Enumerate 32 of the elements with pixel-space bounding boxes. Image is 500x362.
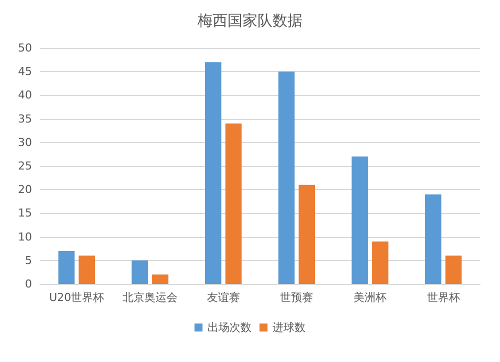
- x-tick-label: 世界杯: [426, 291, 460, 304]
- y-tick-label: 50: [18, 42, 32, 54]
- bar: [425, 194, 442, 284]
- bar: [352, 156, 368, 284]
- bar: [278, 72, 295, 284]
- y-tick-label: 30: [18, 136, 32, 149]
- x-tick-label: 北京奥运会: [122, 291, 178, 304]
- bar: [445, 256, 462, 284]
- x-tick-label: 世预赛: [280, 291, 314, 304]
- bar: [152, 274, 168, 284]
- y-tick-label: 25: [18, 160, 32, 172]
- bar: [298, 184, 315, 284]
- bar: [205, 62, 222, 284]
- y-tick-label: 0: [25, 278, 32, 290]
- bar: [78, 256, 95, 284]
- x-tick-label: U20世界杯: [49, 291, 104, 304]
- y-tick-label: 10: [18, 230, 32, 244]
- bar: [225, 124, 242, 284]
- y-tick-label: 20: [18, 183, 32, 196]
- y-tick-label: 15: [18, 206, 32, 220]
- y-tick-label: 45: [18, 65, 32, 78]
- x-tick-label: 友谊赛: [206, 291, 240, 304]
- y-tick-label: 35: [18, 112, 32, 126]
- bar: [132, 260, 148, 284]
- legend-label: 进球数: [272, 321, 306, 334]
- legend-label: 出场次数: [208, 321, 252, 334]
- chart-title: 梅西国家队数据: [196, 12, 302, 30]
- y-tick-label: 5: [25, 254, 32, 267]
- bar: [58, 250, 75, 284]
- bar: [372, 242, 388, 284]
- x-tick-label: 美洲杯: [354, 291, 386, 304]
- y-tick-label: 40: [18, 88, 32, 102]
